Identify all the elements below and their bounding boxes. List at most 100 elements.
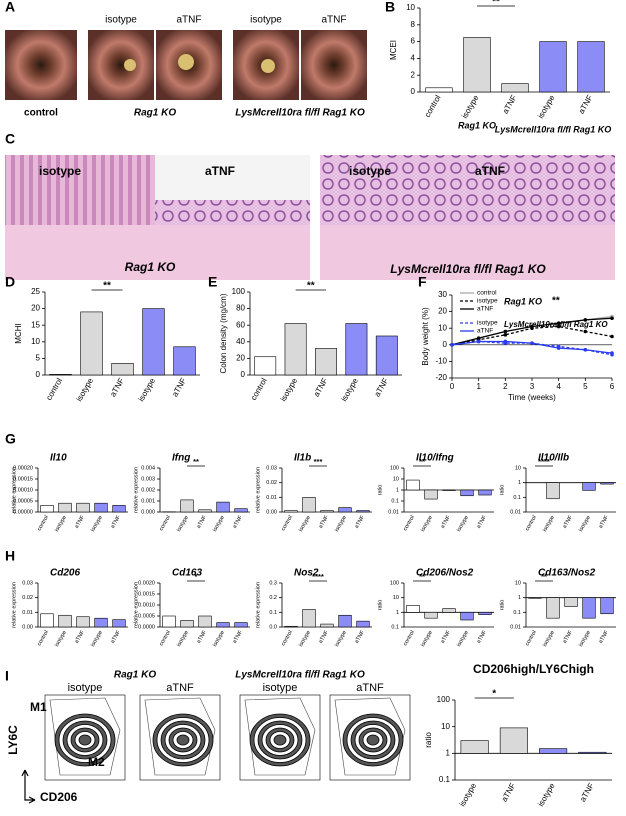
x-tick-label: aTNF	[354, 514, 366, 529]
y-axis-label: relative expression	[133, 582, 139, 628]
point	[503, 339, 508, 344]
y-tick-label: 4	[411, 54, 416, 63]
significance: **	[419, 457, 425, 466]
y-tick-label: 0.01	[22, 610, 33, 616]
y-tick-label: 0.1	[439, 775, 451, 784]
y-tick-label: 10	[393, 476, 399, 482]
bar	[302, 497, 316, 513]
x-tick-label: isotype	[460, 93, 481, 120]
image-label: isotype	[349, 164, 391, 178]
group-label: Rag1 KO	[114, 670, 156, 681]
x-tick-label: isotype	[54, 630, 68, 648]
group-label: LysMcreIl10ra fl/fl Rag1 KO	[235, 108, 365, 119]
y-tick-label: 0.01	[510, 509, 521, 515]
x-tick-label: isotype	[542, 630, 556, 648]
bar	[58, 502, 72, 513]
image-label: isotype	[250, 15, 282, 26]
x-tick-label: aTNF	[170, 376, 188, 398]
axis-label: LY6C	[6, 725, 20, 755]
panel-label: F	[418, 274, 427, 290]
x-tick-label: control	[403, 515, 416, 532]
x-tick-label: aTNF	[74, 514, 86, 529]
bar	[198, 615, 212, 628]
panel-label: H	[5, 548, 15, 564]
significance: **	[419, 572, 425, 581]
x-tick-label: aTNF	[562, 629, 574, 644]
gate-label: M1	[30, 700, 47, 714]
flow-gate	[244, 697, 316, 776]
significance: **	[552, 296, 560, 307]
bar	[76, 616, 90, 628]
panel-label: I	[5, 668, 9, 684]
group-label: LysMcreIl10ra fl/fl Rag1 KO	[390, 262, 546, 276]
image-label: aTNF	[177, 15, 202, 26]
image-label: isotype	[68, 682, 103, 694]
chart-title: Il10/Ilb	[538, 453, 569, 464]
y-tick-label: 0.00	[266, 509, 277, 515]
bar	[315, 348, 337, 376]
x-tick-label: 4	[556, 382, 561, 391]
y-tick-label: 20	[438, 307, 447, 316]
chart-title: Cd163/Nos2	[538, 568, 596, 579]
axis	[454, 700, 612, 781]
bar	[539, 41, 567, 93]
x-tick-label: control	[159, 515, 172, 532]
x-tick-label: 1	[476, 382, 481, 391]
x-tick-label: aTNF	[108, 376, 126, 398]
bar	[173, 346, 196, 376]
significance: *	[492, 689, 496, 700]
y-tick-label: 100	[390, 580, 399, 586]
point	[556, 324, 561, 329]
axis-label: CD206	[40, 790, 78, 804]
bar	[499, 727, 528, 754]
x-tick-label: isotype	[578, 515, 592, 533]
flow-contour	[366, 734, 380, 746]
y-tick-label: 0.2	[269, 595, 277, 601]
y-tick-label: 20	[236, 354, 245, 363]
bar	[162, 615, 176, 628]
point	[556, 321, 561, 326]
x-tick-label: control	[525, 515, 538, 532]
y-tick-label: 1	[518, 480, 521, 486]
bar	[478, 489, 492, 496]
bar	[284, 510, 298, 513]
x-axis-label: Time (weeks)	[508, 393, 556, 402]
y-tick-label: 100	[390, 465, 399, 471]
x-tick-label: aTNF	[196, 629, 208, 644]
bar	[356, 510, 370, 513]
y-tick-label: 10	[393, 595, 399, 601]
image-label: aTNF	[322, 15, 347, 26]
bar	[425, 87, 453, 93]
point	[610, 316, 614, 321]
image-label: aTNF	[475, 164, 505, 178]
y-tick-label: 0.0010	[138, 602, 155, 608]
image-label: isotype	[263, 682, 298, 694]
point	[583, 318, 588, 322]
bar	[40, 613, 54, 628]
bar	[582, 482, 596, 491]
chart-title: Il1b	[294, 453, 311, 464]
bar	[460, 612, 474, 621]
bar	[564, 597, 578, 607]
point	[610, 334, 614, 339]
legend-label: aTNF	[477, 306, 493, 313]
x-tick-label: isotype	[536, 781, 557, 808]
x-tick-label: aTNF	[318, 629, 330, 644]
y-tick-label: 0.004	[141, 465, 155, 471]
bar	[254, 356, 277, 376]
chart-title: Nos2	[294, 568, 319, 579]
bar	[460, 740, 489, 754]
bar	[546, 482, 560, 500]
x-tick-label: control	[281, 515, 294, 532]
point	[583, 347, 588, 352]
axis	[403, 583, 494, 628]
x-tick-label: control	[403, 630, 416, 647]
y-tick-label: 0.00020	[13, 465, 33, 471]
y-tick-label: 2	[411, 70, 416, 79]
flow-plots	[44, 694, 411, 781]
x-tick-label: 3	[530, 382, 535, 391]
significance: ****	[312, 572, 324, 581]
y-tick-label: 10	[515, 465, 521, 471]
chart-title: Il10	[50, 453, 67, 464]
